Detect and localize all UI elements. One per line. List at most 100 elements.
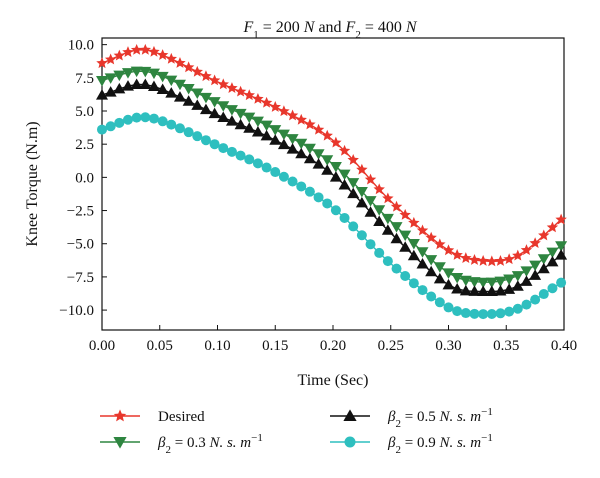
x-tick-label: 0.30 xyxy=(435,338,461,354)
data-point xyxy=(339,212,350,223)
data-point xyxy=(451,282,464,294)
data-point xyxy=(478,309,489,320)
data-point xyxy=(408,278,419,289)
data-point xyxy=(295,147,308,159)
data-point xyxy=(452,306,463,317)
data-point xyxy=(442,278,455,290)
data-point xyxy=(148,45,160,57)
data-point xyxy=(287,176,298,187)
data-point xyxy=(381,224,394,235)
data-point xyxy=(225,105,238,116)
data-point xyxy=(226,82,238,93)
data-point xyxy=(486,255,498,267)
data-point xyxy=(234,118,247,130)
data-point xyxy=(347,187,360,199)
data-point xyxy=(139,43,152,55)
legend-item: β2 = 0.3 N. s. m−1 xyxy=(100,432,263,456)
data-point xyxy=(329,171,342,182)
data-point xyxy=(547,283,558,294)
data-point xyxy=(426,291,437,302)
series-2 xyxy=(96,66,568,289)
data-point xyxy=(174,57,186,68)
data-point xyxy=(425,265,438,277)
data-point xyxy=(260,120,273,132)
data-point xyxy=(347,153,359,165)
data-point xyxy=(251,125,264,137)
data-point xyxy=(183,127,194,138)
data-point xyxy=(156,49,169,60)
data-point xyxy=(382,256,393,267)
legend-label: β2 = 0.5 N. s. m−1 xyxy=(387,406,493,430)
data-point xyxy=(407,249,420,261)
legend-label: Desired xyxy=(158,409,205,425)
data-point xyxy=(312,149,325,160)
data-point xyxy=(495,308,506,319)
y-axis-label: Knee Torque (N.m) xyxy=(24,121,41,246)
data-point xyxy=(321,164,334,175)
data-point xyxy=(182,84,195,95)
data-point xyxy=(504,306,515,317)
y-tick-label: 5.0 xyxy=(75,104,94,120)
data-point xyxy=(365,239,376,250)
series-1 xyxy=(96,43,567,267)
data-point xyxy=(96,57,108,69)
data-point xyxy=(174,123,185,134)
data-point xyxy=(165,75,178,87)
data-point xyxy=(200,135,211,146)
data-point xyxy=(468,277,481,288)
data-point xyxy=(348,221,359,232)
data-point xyxy=(442,268,455,279)
data-point xyxy=(208,107,221,119)
data-point xyxy=(494,276,507,288)
data-point xyxy=(208,97,221,108)
data-point xyxy=(391,263,402,274)
data-point xyxy=(347,178,360,189)
legend-marker xyxy=(113,437,127,449)
data-point xyxy=(104,86,117,97)
data-point xyxy=(330,136,342,148)
y-tick-label: 2.5 xyxy=(75,137,94,153)
data-point xyxy=(131,112,142,123)
x-tick-label: 0.00 xyxy=(89,338,115,354)
data-point xyxy=(494,284,507,296)
series-line xyxy=(101,70,562,283)
y-tick-label: 7.5 xyxy=(75,71,94,87)
data-point xyxy=(182,95,195,106)
data-point xyxy=(390,232,403,244)
data-point xyxy=(113,49,126,61)
data-point xyxy=(485,277,498,289)
data-point xyxy=(451,273,464,284)
data-point xyxy=(416,224,429,236)
legend-marker xyxy=(343,409,357,421)
data-point xyxy=(390,222,403,233)
data-point xyxy=(234,85,247,97)
data-point xyxy=(529,260,542,272)
y-tick-label: 0.0 xyxy=(75,170,94,186)
data-point xyxy=(390,200,403,212)
data-point xyxy=(277,138,290,150)
data-point xyxy=(303,152,316,164)
data-point xyxy=(121,80,134,91)
data-point xyxy=(147,80,160,91)
data-point xyxy=(261,162,272,173)
data-point xyxy=(460,252,472,263)
data-point xyxy=(442,244,455,256)
data-point xyxy=(286,134,299,145)
data-point xyxy=(139,78,152,90)
data-point xyxy=(512,249,524,261)
data-point xyxy=(373,215,386,226)
data-point xyxy=(373,183,385,195)
data-point xyxy=(104,73,117,84)
data-point xyxy=(166,119,177,130)
data-point xyxy=(199,103,212,115)
data-point xyxy=(511,271,524,282)
data-point xyxy=(121,68,134,79)
data-point xyxy=(139,66,152,78)
data-point xyxy=(555,249,568,260)
data-point xyxy=(538,289,549,300)
data-point xyxy=(114,117,125,128)
data-point xyxy=(529,237,541,249)
data-point xyxy=(217,101,230,112)
x-tick-label: 0.35 xyxy=(493,338,519,354)
data-point xyxy=(269,101,281,112)
